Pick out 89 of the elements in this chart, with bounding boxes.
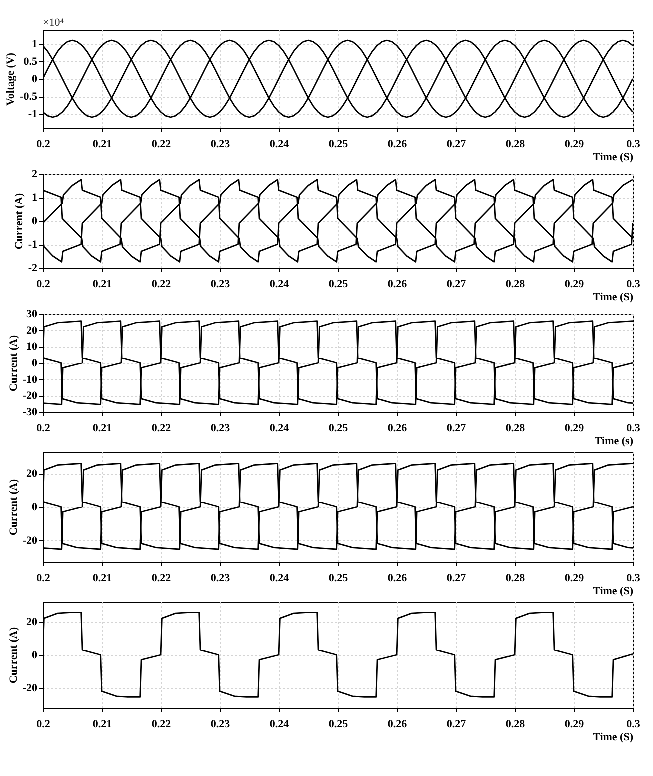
x-tick-label: 0.23 bbox=[210, 138, 231, 150]
x-tick-label: 0.3 bbox=[626, 718, 641, 730]
x-tick-label: 0.26 bbox=[388, 138, 408, 150]
y-axis-title: Current (A) bbox=[8, 479, 20, 536]
y-tick-label: 0.5 bbox=[24, 56, 38, 68]
x-tick-label: 0.22 bbox=[152, 422, 172, 434]
x-tick-label: 0.22 bbox=[152, 138, 172, 150]
x-tick-label: 0.21 bbox=[92, 718, 112, 730]
x-tick-label: 0.24 bbox=[270, 572, 290, 584]
y-tick-label: -30 bbox=[22, 406, 38, 418]
x-tick-label: 0.25 bbox=[328, 278, 349, 290]
x-tick-label: 0.21 bbox=[92, 278, 112, 290]
x-tick-label: 0.25 bbox=[328, 572, 349, 584]
x-tick-label: 0.27 bbox=[446, 572, 467, 584]
x-tick-label: 0.26 bbox=[388, 422, 408, 434]
y-tick-label: 0 bbox=[32, 502, 38, 514]
x-tick-label: 0.2 bbox=[36, 572, 51, 584]
x-tick-label: 0.2 bbox=[36, 138, 51, 150]
x-tick-label: 0.24 bbox=[270, 422, 290, 434]
y-tick-label: 1 bbox=[32, 38, 38, 50]
y-tick-label: -20 bbox=[22, 534, 38, 547]
y-tick-label: -20 bbox=[22, 682, 38, 695]
y-tick-label: -1 bbox=[28, 108, 38, 120]
x-tick-label: 0.2 bbox=[36, 718, 51, 730]
x-tick-label: 0.25 bbox=[328, 422, 349, 434]
x-tick-label: 0.28 bbox=[506, 718, 526, 730]
x-tick-label: 0.23 bbox=[210, 422, 231, 434]
x-tick-label: 0.23 bbox=[210, 572, 231, 584]
x-tick-label: 0.24 bbox=[270, 278, 290, 290]
x-tick-label: 0.25 bbox=[328, 718, 349, 730]
x-tick-label: 0.2 bbox=[36, 278, 51, 290]
y-tick-label: -1 bbox=[28, 239, 38, 251]
x-tick-label: 0.27 bbox=[446, 138, 467, 150]
y-tick-label: 20 bbox=[26, 468, 38, 480]
x-tick-label: 0.3 bbox=[626, 138, 641, 150]
x-tick-label: 0.28 bbox=[506, 138, 526, 150]
y-axis-title: Current (A) bbox=[8, 627, 20, 684]
y-tick-label: 20 bbox=[26, 616, 38, 628]
y-axis-title: Current (A) bbox=[8, 335, 20, 392]
y-axis-title: Current (A) bbox=[13, 193, 26, 250]
y-tick-label: 0 bbox=[32, 358, 38, 370]
x-tick-label: 0.29 bbox=[564, 718, 585, 730]
x-tick-label: 0.22 bbox=[152, 718, 172, 730]
y-tick-label: 2 bbox=[32, 168, 38, 180]
x-tick-label: 0.26 bbox=[388, 718, 408, 730]
x-tick-label: 0.26 bbox=[388, 278, 408, 290]
y-tick-label: 1 bbox=[32, 192, 38, 204]
x-tick-label: 0.28 bbox=[506, 572, 526, 584]
y-tick-label: 20 bbox=[26, 324, 38, 337]
x-tick-label: 0.3 bbox=[626, 422, 641, 434]
y-axis-title: Voltage (V) bbox=[5, 52, 18, 106]
x-tick-label: 0.3 bbox=[626, 278, 641, 290]
x-tick-label: 0.23 bbox=[210, 718, 231, 730]
x-tick-label: 0.27 bbox=[446, 278, 467, 290]
x-tick-label: 0.21 bbox=[92, 572, 112, 584]
y-tick-label: 0 bbox=[32, 74, 38, 86]
x-tick-label: 0.26 bbox=[388, 572, 408, 584]
x-tick-label: 0.28 bbox=[506, 278, 526, 290]
y-tick-label: -0.5 bbox=[20, 91, 38, 103]
x-tick-label: 0.22 bbox=[152, 572, 172, 584]
x-tick-label: 0.21 bbox=[92, 422, 112, 434]
x-tick-label: 0.29 bbox=[564, 572, 585, 584]
x-tick-label: 0.29 bbox=[564, 278, 585, 290]
y-tick-label: 0 bbox=[32, 216, 38, 228]
x-axis-title: Time (S) bbox=[593, 292, 634, 304]
x-tick-label: 0.27 bbox=[446, 422, 467, 434]
x-axis-title: Time (S) bbox=[593, 152, 634, 164]
x-tick-label: 0.22 bbox=[152, 278, 172, 290]
x-tick-label: 0.28 bbox=[506, 422, 526, 434]
x-axis-title: Time (S) bbox=[593, 586, 634, 598]
x-tick-label: 0.29 bbox=[564, 422, 585, 434]
x-tick-label: 0.29 bbox=[564, 138, 585, 150]
x-tick-label: 0.24 bbox=[270, 138, 290, 150]
x-tick-label: 0.23 bbox=[210, 278, 231, 290]
text: ×10⁴ bbox=[43, 17, 64, 29]
y-tick-label: 30 bbox=[26, 308, 38, 320]
x-axis-title: Time (S) bbox=[593, 732, 634, 744]
y-tick-label: 10 bbox=[26, 341, 38, 354]
y-tick-label: -20 bbox=[22, 390, 38, 402]
x-tick-label: 0.3 bbox=[626, 572, 641, 584]
x-tick-label: 0.2 bbox=[36, 422, 51, 434]
x-tick-label: 0.24 bbox=[270, 718, 290, 730]
x-tick-label: 0.25 bbox=[328, 138, 349, 150]
y-tick-label: -10 bbox=[22, 374, 38, 386]
x-tick-label: 0.21 bbox=[92, 138, 112, 150]
x-axis-title: Time (s) bbox=[594, 436, 634, 448]
x-tick-label: 0.27 bbox=[446, 718, 467, 730]
y-tick-label: 0 bbox=[32, 650, 38, 662]
y-tick-label: -2 bbox=[28, 262, 38, 274]
